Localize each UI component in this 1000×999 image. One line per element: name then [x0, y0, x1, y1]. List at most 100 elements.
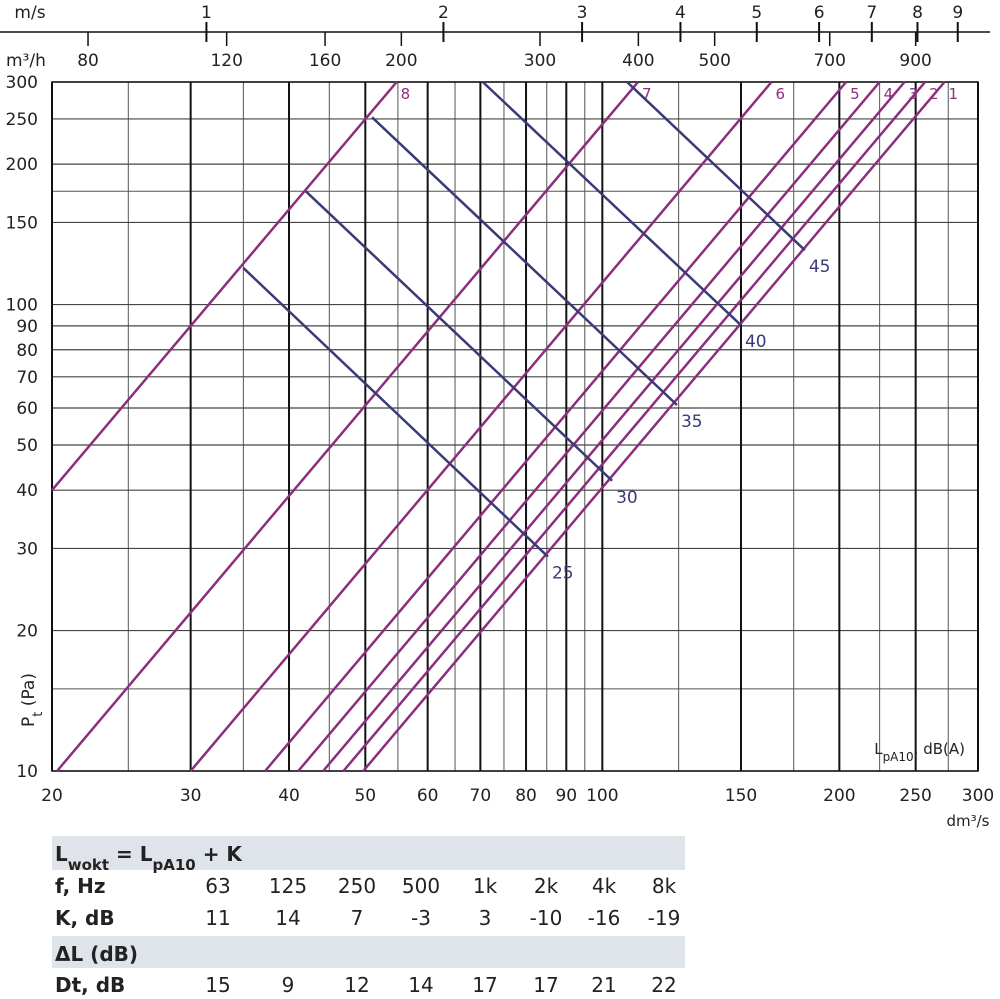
- x3-tick-label: 80: [77, 51, 99, 71]
- x2-tick-label: 7: [866, 3, 877, 23]
- table-title: Lwokt = LpA10 + K: [55, 842, 243, 874]
- y-tick-label: 70: [16, 368, 38, 388]
- curve-label: 1: [948, 85, 958, 103]
- x3-tick-label: 300: [524, 51, 556, 71]
- x2-tick-label: 5: [751, 3, 762, 23]
- table-cell: 3: [479, 906, 492, 930]
- table-cell: 11: [205, 906, 230, 930]
- curve: [371, 116, 678, 406]
- x2-tick-label: 6: [814, 3, 825, 23]
- x-tick-label: 50: [354, 786, 376, 806]
- y-tick-label: 10: [16, 762, 38, 782]
- table-cell: 7: [351, 906, 364, 930]
- y-tick-label: 60: [16, 399, 38, 419]
- x-axis-label: dm³/s: [946, 812, 989, 830]
- table-cell: 14: [275, 906, 300, 930]
- table-row-label: f, Hz: [55, 874, 106, 898]
- y-tick-label: 30: [16, 539, 38, 559]
- table-cell: 63: [205, 874, 230, 898]
- x2-tick-label: 2: [438, 3, 449, 23]
- plot-frame: [51, 81, 979, 772]
- curve: [189, 81, 773, 772]
- y-tick-label: 150: [6, 213, 38, 233]
- curve-label: 8: [401, 85, 411, 103]
- legend-label-part: , dB(A): [914, 740, 965, 758]
- x-tick-label: 70: [470, 786, 492, 806]
- table-cell: -10: [530, 906, 563, 930]
- table-title-part: = L: [109, 842, 153, 866]
- x3-tick-label: 120: [210, 51, 242, 71]
- x2-tick-label: 3: [577, 3, 588, 23]
- x2-tick-label: 1: [201, 3, 212, 23]
- x2-axis-label: m/s: [14, 3, 45, 23]
- table-cell: 500: [402, 874, 440, 898]
- curve: [56, 81, 639, 772]
- x3-tick-label: 500: [698, 51, 730, 71]
- table-cell: 14: [408, 973, 433, 997]
- curve-label: 5: [850, 85, 860, 103]
- table-title-part: L: [55, 842, 68, 866]
- x-tick-label: 20: [41, 786, 63, 806]
- table-cell: 17: [533, 973, 558, 997]
- curve: [342, 81, 927, 772]
- curve-label: 30: [616, 488, 638, 508]
- curve-label: 25: [552, 564, 574, 584]
- y-axis-label-part: P: [19, 717, 39, 727]
- y-axis-label-part: t: [31, 712, 46, 717]
- x3-axis-label: m³/h: [6, 51, 46, 71]
- table-cell: 12: [344, 973, 369, 997]
- table-cell: 4k: [592, 874, 617, 898]
- curve-label: 35: [681, 412, 703, 432]
- x2-tick-label: 8: [912, 3, 923, 23]
- y-tick-label: 200: [6, 155, 38, 175]
- table-subheader-bg: [52, 936, 685, 968]
- y-tick-label: 100: [6, 296, 38, 316]
- y-tick-label: 40: [16, 481, 38, 501]
- curve: [297, 81, 881, 772]
- y-tick-label: 80: [16, 341, 38, 361]
- curve-label: 2: [929, 85, 939, 103]
- table-title-part: + K: [196, 842, 244, 866]
- table-cell: 15: [205, 973, 230, 997]
- table-title-part: wokt: [68, 856, 109, 874]
- y-tick-label: 20: [16, 622, 38, 642]
- x-tick-label: 300: [962, 786, 994, 806]
- curve-label: 6: [775, 85, 785, 103]
- x-tick-label: 80: [515, 786, 537, 806]
- y-tick-label: 90: [16, 317, 38, 337]
- curve-label: 40: [745, 332, 767, 352]
- x-tick-label: 100: [586, 786, 618, 806]
- x-tick-label: 60: [417, 786, 439, 806]
- table-cell: 22: [651, 973, 676, 997]
- table-cell: 1k: [473, 874, 498, 898]
- y-tick-label: 300: [6, 73, 38, 93]
- legend-label-part: pA10: [883, 750, 914, 764]
- table-cell: -3: [411, 906, 431, 930]
- table-row-label: K, dB: [55, 906, 115, 930]
- table-row-label: Dt, dB: [55, 973, 125, 997]
- table-title-part: pA10: [153, 856, 196, 874]
- curve: [481, 81, 742, 327]
- x-tick-label: 150: [725, 786, 757, 806]
- x-tick-label: 250: [899, 786, 931, 806]
- curve: [304, 190, 613, 482]
- table-cell: -19: [648, 906, 681, 930]
- table-cell: 125: [269, 874, 307, 898]
- y-axis-label: Pt (Pa): [19, 673, 46, 727]
- legend-label-part: L: [874, 740, 883, 758]
- table-cell: 17: [472, 973, 497, 997]
- legend-label: LpA10, dB(A): [874, 740, 965, 764]
- x3-tick-label: 400: [622, 51, 654, 71]
- table-header-bg: [52, 836, 685, 870]
- curve: [51, 81, 398, 491]
- x-tick-label: 40: [278, 786, 300, 806]
- curve: [626, 81, 806, 252]
- x-tick-label: 200: [823, 786, 855, 806]
- curve: [242, 267, 549, 558]
- x3-tick-label: 900: [899, 51, 931, 71]
- curve: [362, 81, 946, 772]
- table-cell: 9: [282, 973, 295, 997]
- curve-label: 4: [884, 85, 894, 103]
- table-cell: 2k: [534, 874, 559, 898]
- x3-tick-label: 700: [813, 51, 845, 71]
